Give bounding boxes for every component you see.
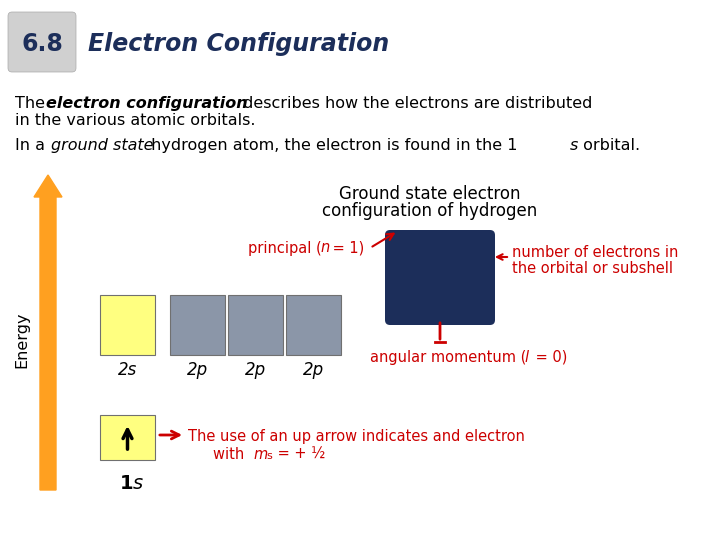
Text: number of electrons in: number of electrons in <box>512 245 678 260</box>
FancyBboxPatch shape <box>100 295 155 355</box>
Text: Ground state electron: Ground state electron <box>339 185 521 203</box>
FancyBboxPatch shape <box>170 295 225 355</box>
FancyBboxPatch shape <box>8 12 76 72</box>
Text: 2p: 2p <box>245 361 266 379</box>
Text: s: s <box>132 474 143 493</box>
Text: with: with <box>213 447 249 462</box>
Text: describes how the electrons are distributed: describes how the electrons are distribu… <box>238 96 593 111</box>
Text: = + ½: = + ½ <box>273 447 325 462</box>
Text: configuration of hydrogen: configuration of hydrogen <box>323 202 538 220</box>
FancyBboxPatch shape <box>286 295 341 355</box>
Text: Energy: Energy <box>14 312 30 368</box>
FancyBboxPatch shape <box>100 415 155 460</box>
FancyBboxPatch shape <box>385 230 495 325</box>
Text: s: s <box>570 138 578 153</box>
Text: in the various atomic orbitals.: in the various atomic orbitals. <box>15 113 256 128</box>
Text: n: n <box>320 240 329 255</box>
FancyBboxPatch shape <box>228 295 283 355</box>
Text: hydrogen atom, the electron is found in the 1: hydrogen atom, the electron is found in … <box>146 138 521 153</box>
Text: The use of an up arrow indicates and electron: The use of an up arrow indicates and ele… <box>188 429 525 444</box>
Text: 2s: 2s <box>118 361 137 379</box>
Text: s: s <box>266 451 271 461</box>
Text: In a: In a <box>15 138 50 153</box>
Text: angular momentum (: angular momentum ( <box>370 350 526 365</box>
Text: 2p: 2p <box>187 361 208 379</box>
Text: = 1): = 1) <box>328 240 364 255</box>
Text: 1: 1 <box>120 474 133 493</box>
Text: m: m <box>253 447 267 462</box>
Text: = 0): = 0) <box>531 350 567 365</box>
Text: electron configuration: electron configuration <box>46 96 248 111</box>
FancyArrow shape <box>34 175 62 490</box>
Text: 2p: 2p <box>303 361 324 379</box>
Text: l: l <box>524 350 528 365</box>
Text: principal (: principal ( <box>248 240 322 255</box>
Text: the orbital or subshell: the orbital or subshell <box>512 261 673 276</box>
Text: Electron Configuration: Electron Configuration <box>88 32 390 56</box>
Text: orbital.: orbital. <box>578 138 640 153</box>
Text: The: The <box>15 96 50 111</box>
Text: ground state: ground state <box>51 138 153 153</box>
Text: 6.8: 6.8 <box>21 32 63 56</box>
